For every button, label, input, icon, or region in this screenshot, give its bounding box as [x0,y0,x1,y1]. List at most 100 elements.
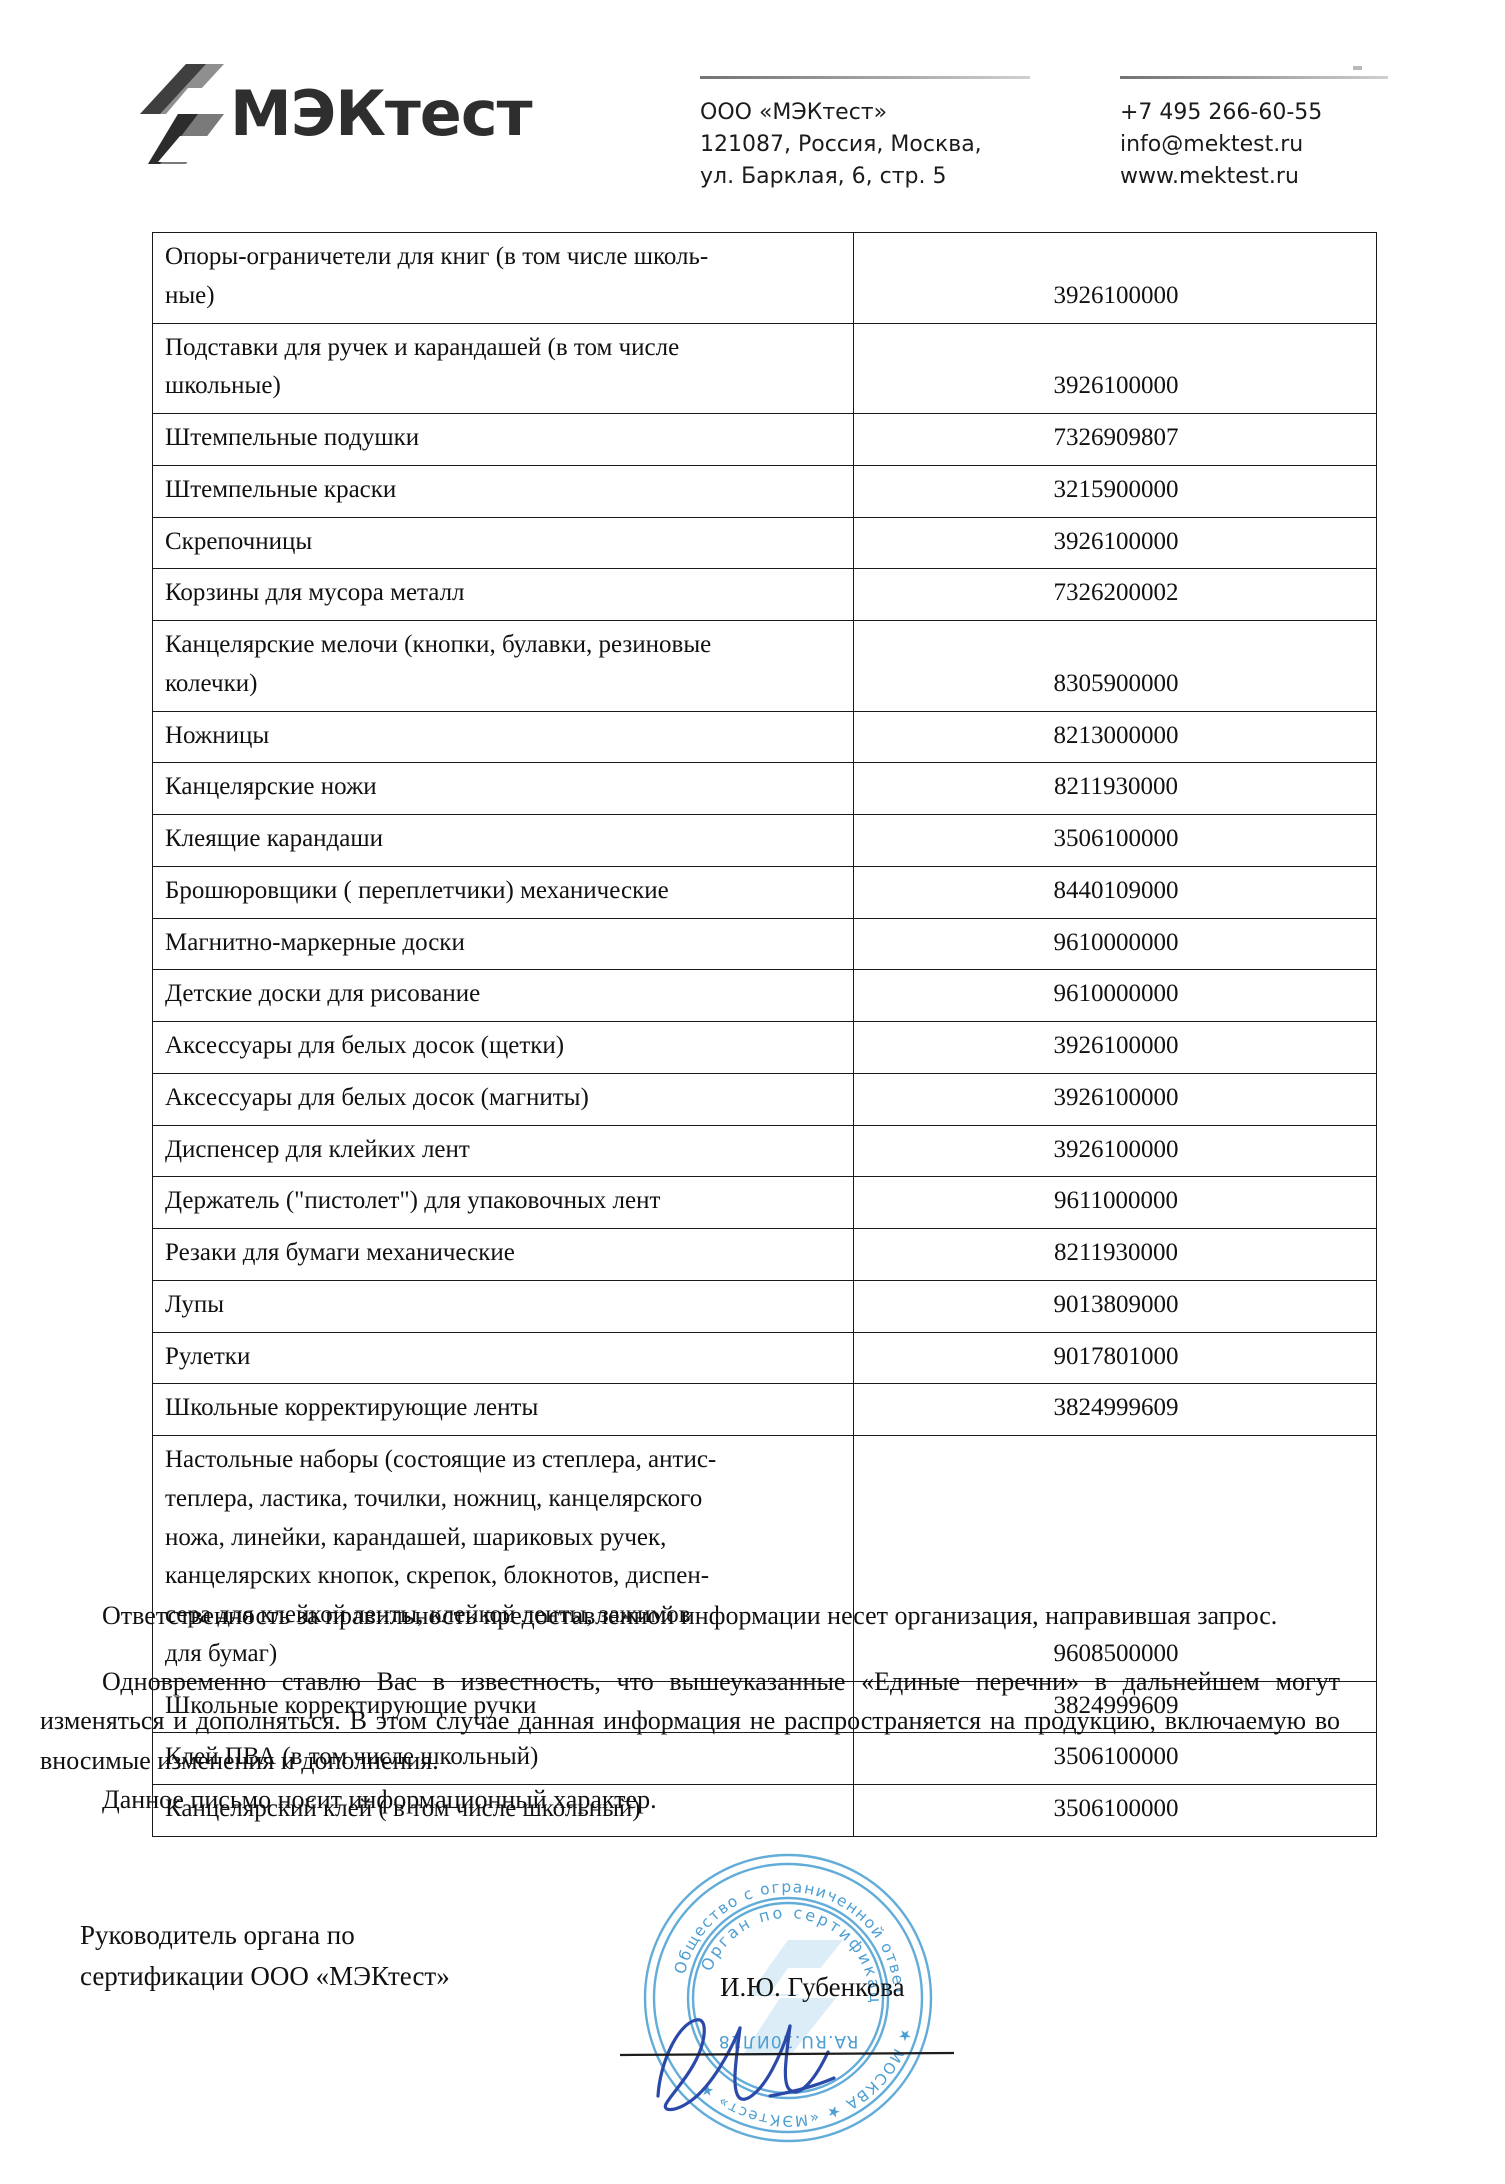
product-name-cell: Держатель ("пистолет") для упаковочных л… [152,1176,854,1229]
tnved-code-cell: 3824999609 [853,1383,1377,1436]
signatory-role: Руководитель органа по сертификации ООО … [80,1920,450,1991]
tnved-code-cell: 9610000000 [853,917,1377,971]
scan-artifact [1353,66,1362,70]
table-row: Скрепочницы 3926100000 [152,516,1377,570]
table-row: Канцелярские мелочи (кнопки, булавки, ре… [152,620,1377,712]
table-row: Рулетки 9017801000 [152,1331,1377,1385]
paragraph-notice: Одновременно ставлю Вас в известность, ч… [40,1662,1340,1781]
table-row: Корзины для мусора металл 7326200002 [152,568,1377,621]
tnved-code-cell: 3926100000 [853,1072,1377,1126]
table-row: Лупы 9013809000 [152,1279,1377,1333]
svg-text:RA.RU.10ИЛ18: RA.RU.10ИЛ18 [718,2031,859,2051]
tnved-code-cell: 7326200002 [853,568,1377,621]
table-row: Магнитно-маркерные доски 9610000000 [152,917,1377,971]
mektest-chevron-logo-icon [140,62,226,166]
product-name-cell: Лупы [152,1279,854,1333]
product-name-cell: Аксессуары для белых досок (щетки) [152,1021,854,1074]
tnved-code-cell: 3926100000 [853,1021,1377,1074]
product-name-cell: Школьные корректирующие ручки [152,1680,854,1734]
product-name-cell: Опоры-ограничетели для книг (в том числе… [152,232,854,324]
product-name-cell: Корзины для мусора металл [152,568,854,621]
phone-number[interactable]: +7 495 266-60-55 [1120,100,1323,125]
product-name-cell: Подставки для ручек и карандашей (в том … [152,322,854,414]
tnved-code-cell: 3926100000 [853,232,1377,324]
company-logo: МЭКтест [140,62,533,166]
table-row: Детские доски для рисование 9610000000 [152,969,1377,1022]
header-address-block: ООО «МЭКтест» 121087, Россия, Москва, ул… [700,76,1030,193]
header-contact-block: +7 495 266-60-55 info@mektest.ru www.mek… [1120,66,1388,193]
table-row: Канцелярские ножи 8211930000 [152,762,1377,815]
paragraph-1-text: Ответственность за правильность предоста… [102,1601,1278,1630]
product-name-cell: Детские доски для рисование [152,969,854,1022]
table-row: Держатель ("пистолет") для упаковочных л… [152,1176,1377,1229]
product-name-cell: Ножницы [152,710,854,764]
product-name-cell: Канцелярский клей ( в том числе школьный… [152,1784,854,1837]
table-row: Клей ПВА (в том числе школьный) 350610000… [152,1732,1377,1785]
product-name-cell: Резаки для бумаги механические [152,1228,854,1281]
paragraph-2-text: Одновременно ставлю Вас в известность, ч… [40,1666,1340,1775]
tnved-code-cell: 9017801000 [853,1331,1377,1385]
address-line-1: ООО «МЭКтест» [700,100,888,125]
company-logo-text: МЭКтест [230,77,533,150]
paragraph-responsibility: Ответственность за правильность предоста… [40,1596,1340,1636]
tnved-code-cell: 3926100000 [853,322,1377,414]
table-row: Аксессуары для белых досок (магниты) 3926… [152,1072,1377,1126]
tnved-codes-table: Опоры-ограничетели для книг (в том числе… [152,232,1377,1837]
handwritten-signature [619,2000,960,2130]
table-row: Диспенсер для клейких лент 3926100000 [152,1124,1377,1178]
product-name-cell: Штемпельные краски [152,464,854,518]
product-name-cell: Скрепочницы [152,516,854,570]
table-row: Подставки для ручек и карандашей (в том … [152,322,1377,414]
table-row: Штемпельные подушки 7326909807 [152,413,1377,466]
tnved-code-cell: 8440109000 [853,865,1377,919]
table-row: Ножницы 8213000000 [152,710,1377,764]
tnved-code-cell: 9013809000 [853,1279,1377,1333]
tnved-code-cell: 8213000000 [853,710,1377,764]
email-address[interactable]: info@mektest.ru [1120,131,1304,157]
table-row: Настольные наборы (состоящие из степлера… [152,1435,1377,1682]
table-row: Школьные корректирующие ручки 3824999609 [152,1680,1377,1734]
address-line-3: ул. Барклая, 6, стр. 5 [700,163,947,189]
header-rule-left [700,76,1030,79]
table-row: Школьные корректирующие ленты 3824999609 [152,1383,1377,1436]
table-body: Опоры-ограничетели для книг (в том числе… [152,232,1377,1837]
product-name-cell: Школьные корректирующие ленты [152,1383,854,1436]
address-line-2: 121087, Россия, Москва, [700,131,982,157]
table-row: Аксессуары для белых досок (щетки) 392610… [152,1021,1377,1074]
tnved-code-cell: 3926100000 [853,1124,1377,1178]
tnved-code-cell: 8211930000 [853,1228,1377,1281]
tnved-code-cell: 9611000000 [853,1176,1377,1229]
product-name-cell: Рулетки [152,1331,854,1385]
table-row: Резаки для бумаги механические 8211930000 [152,1228,1377,1281]
letter-body: Ответственность за правильность предоста… [40,1596,1340,1820]
product-name-cell: Канцелярские мелочи (кнопки, булавки, ре… [152,620,854,712]
product-name-cell: Настольные наборы (состоящие из степлера… [152,1435,854,1682]
tnved-code-cell: 3506100000 [853,1732,1377,1785]
product-name-cell: Штемпельные подушки [152,413,854,466]
tnved-code-cell: 8211930000 [853,762,1377,815]
tnved-code-cell: 3215900000 [853,464,1377,518]
product-name-cell: Брошюровщики ( переплетчики) механически… [152,865,854,919]
signatory-name: И.Ю. Губенкова [720,1972,905,2002]
tnved-code-cell: 7326909807 [853,413,1377,466]
letterhead-header: МЭКтест ООО «МЭКтест» 121087, Россия, Мо… [0,28,1505,189]
product-name-cell: Клей ПВА (в том числе школьный) [152,1732,854,1785]
tnved-code-cell: 8305900000 [853,620,1377,712]
table-row: Брошюровщики ( переплетчики) механически… [152,865,1377,919]
tnved-code-cell: 3506100000 [853,1784,1377,1837]
paragraph-3-text: Данное письмо носит информационный харак… [102,1785,657,1815]
tnved-code-cell: 9610000000 [853,969,1377,1022]
paragraph-informational: Данное письмо носит информационный харак… [40,1780,1340,1820]
product-name-cell: Диспенсер для клейких лент [152,1124,854,1178]
product-name-cell: Аксессуары для белых досок (магниты) [152,1072,854,1126]
svg-text:★ МОСКВА ★ «МЭКтест» ★: ★ МОСКВА ★ «МЭКтест» ★ [695,2026,916,2130]
product-name-cell: Клеящие карандаши [152,814,854,867]
table-row: Штемпельные краски 3215900000 [152,464,1377,518]
table-row: Канцелярский клей ( в том числе школьный… [152,1784,1377,1837]
website-url[interactable]: www.mektest.ru [1120,163,1299,189]
product-name-cell: Магнитно-маркерные доски [152,917,854,971]
table-row: Опоры-ограничетели для книг (в том числе… [152,232,1377,324]
tnved-code-cell: 3824999609 [853,1680,1377,1734]
table-row: Клеящие карандаши 3506100000 [152,814,1377,867]
